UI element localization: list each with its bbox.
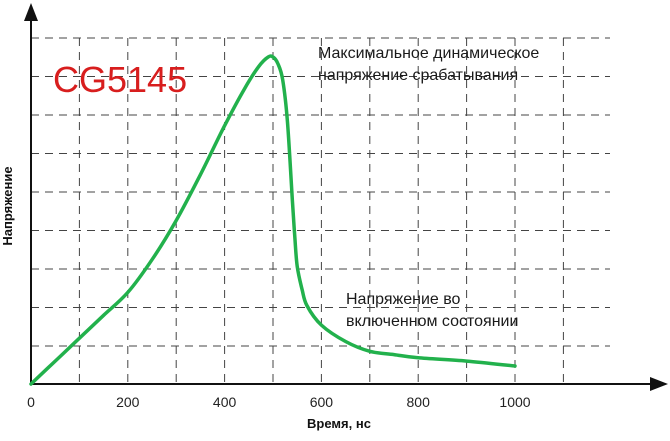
x-tick-label: 800 <box>407 394 431 410</box>
grid <box>31 37 610 384</box>
y-axis-title: Напряжение <box>0 166 15 245</box>
x-tick-label: 0 <box>27 394 35 410</box>
model-label: CG5145 <box>53 59 187 100</box>
annotation-max-dynamic-voltage: Максимальное динамическое напряжение сра… <box>318 45 544 84</box>
x-axis-arrow <box>650 377 668 391</box>
annotation-line: Максимальное динамическое <box>318 45 539 62</box>
annotation-line: напряжение срабатывания <box>318 67 518 84</box>
x-tick-labels: 0 200 400 600 800 1000 <box>27 394 531 410</box>
y-axis-arrow <box>24 3 38 21</box>
annotation-line: Напряжение во <box>346 291 461 308</box>
x-tick-label: 400 <box>213 394 237 410</box>
series-line <box>29 54 517 386</box>
x-tick-label: 1000 <box>499 394 530 410</box>
x-tick-label: 600 <box>310 394 334 410</box>
x-tick-label: 200 <box>116 394 140 410</box>
axes <box>24 3 668 391</box>
annotation-line: включенном состоянии <box>346 313 518 330</box>
x-axis-title: Время, нс <box>307 416 371 431</box>
annotation-on-state-voltage: Напряжение во включенном состоянии <box>346 291 518 330</box>
